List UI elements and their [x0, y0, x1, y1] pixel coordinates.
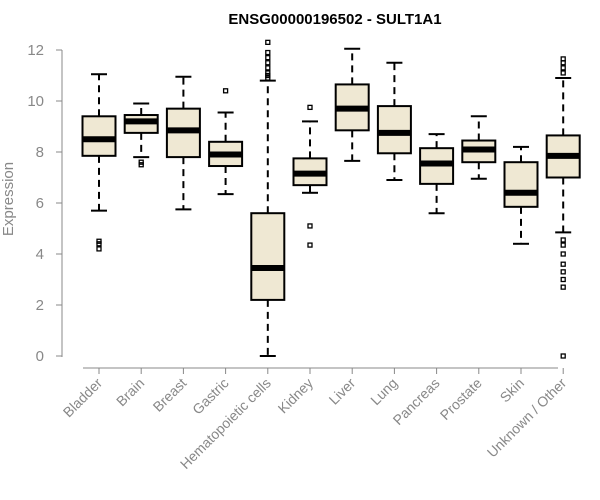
- outlier-point: [265, 60, 271, 66]
- outlier-point: [560, 70, 566, 76]
- outlier-point: [265, 39, 271, 45]
- outlier-point: [560, 251, 566, 257]
- y-tick-label: 4: [36, 246, 44, 263]
- box-breast: [165, 75, 201, 211]
- iqr-box: [376, 105, 412, 155]
- x-tick-label: Liver: [326, 375, 359, 408]
- outlier-point: [222, 88, 229, 94]
- chart-title: ENSG00000196502 - SULT1A1: [228, 11, 441, 28]
- box-prostate: [461, 115, 497, 180]
- x-tick-label: Prostate: [437, 375, 485, 423]
- y-tick-label: 0: [36, 348, 44, 365]
- outlier-point: [96, 238, 102, 244]
- outlier-point: [560, 269, 566, 275]
- y-axis-label: Expression: [0, 162, 17, 236]
- x-tick-label: Brain: [113, 375, 147, 409]
- box-hematopoietic-cells: [250, 39, 286, 357]
- box-brain: [123, 102, 159, 168]
- x-tick-label: Bladder: [60, 375, 106, 421]
- x-tick-label: Pancreas: [390, 375, 443, 428]
- x-tick-label: Skin: [497, 375, 528, 406]
- box-liver: [334, 47, 370, 162]
- outlier-point: [560, 65, 566, 71]
- outlier-point: [307, 242, 313, 248]
- outlier-point: [307, 104, 313, 111]
- iqr-box: [503, 161, 539, 208]
- outlier-point: [265, 65, 271, 71]
- x-tick-label: Unknown / Other: [484, 375, 570, 461]
- box-pancreas: [419, 133, 455, 215]
- outlier-point: [265, 49, 271, 56]
- outlier-point: [560, 353, 566, 359]
- y-ticks: 0 2 4 6 8 10 12: [27, 42, 62, 365]
- outlier-point: [560, 261, 566, 267]
- y-tick-label: 10: [27, 93, 44, 110]
- box-bladder: [81, 73, 117, 252]
- x-tick-label: Breast: [150, 375, 190, 415]
- y-tick-label: 12: [27, 42, 44, 59]
- iqr-box: [250, 212, 286, 301]
- outlier-point: [265, 55, 271, 61]
- outlier-point: [560, 276, 566, 283]
- outlier-point: [265, 70, 271, 76]
- box-lung: [376, 61, 412, 182]
- x-tick-label: Lung: [367, 375, 400, 408]
- iqr-box: [81, 115, 117, 157]
- y-tick-label: 6: [36, 195, 44, 212]
- y-tick-label: 8: [36, 144, 44, 161]
- outlier-point: [560, 56, 566, 62]
- y-tick-label: 2: [36, 297, 44, 314]
- outlier-point: [307, 223, 313, 229]
- outlier-point: [560, 242, 566, 248]
- outlier-point: [560, 237, 566, 243]
- box-unknown-other: [545, 56, 581, 359]
- outlier-point: [560, 284, 566, 290]
- x-tick-label: Kidney: [275, 375, 317, 417]
- box-kidney: [292, 104, 328, 248]
- box-gastric: [208, 88, 244, 196]
- box-skin: [503, 145, 539, 245]
- outlier-point: [138, 159, 144, 165]
- outlier-point: [96, 246, 102, 252]
- boxes: [81, 39, 581, 359]
